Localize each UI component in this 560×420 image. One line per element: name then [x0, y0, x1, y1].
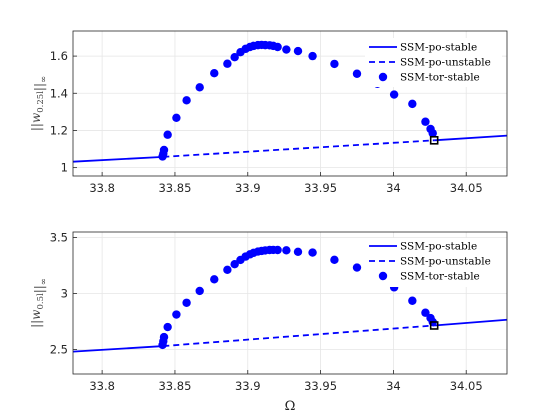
bottom-y-tick-label: 3: [61, 286, 68, 300]
bottom-series-ssm-po-stable-line: [72, 345, 164, 353]
top-legend-label-tor-stable: SSM-tor-stable: [400, 72, 480, 84]
top-x-tick-label: 33.95: [304, 181, 337, 195]
bottom-chart-panel: 33.8 33.85 33.9 33.95 34 34.05 2.5 3 3.5 ||w0.5l…: [29, 231, 508, 414]
top-series-ssm-tor-stable-point: [308, 51, 317, 61]
bottom-series-ssm-tor-stable-point: [330, 255, 339, 265]
bottom-series-ssm-tor-stable-point: [159, 332, 169, 342]
top-bifurcation-marker: [429, 136, 439, 145]
top-legend-label-po-stable: SSM-po-stable: [400, 42, 477, 54]
top-y-tick-label: 1.4: [50, 86, 68, 100]
bottom-legend-label-tor-stable: SSM-tor-stable: [400, 271, 480, 283]
top-chart-panel: 33.8 33.85 33.9 33.95 34 34.05 1 1.2 1.4 1.6 ||w0…: [29, 30, 508, 195]
bottom-series-layer: [72, 245, 508, 353]
top-legend-label-po-unstable: SSM-po-unstable: [400, 57, 491, 69]
bottom-legend-swatch-tor-stable: [378, 271, 388, 281]
bottom-y-tick-label: 3.5: [50, 231, 68, 245]
bottom-series-ssm-tor-stable-point: [230, 260, 239, 269]
bottom-series-ssm-tor-stable-point: [408, 296, 417, 305]
top-series-ssm-tor-stable-point: [293, 46, 303, 56]
top-plot-frame: [72, 30, 508, 177]
bottom-series-ssm-tor-stable-point: [293, 247, 303, 256]
bottom-series-ssm-tor-stable-point: [282, 246, 291, 255]
bottom-x-tick-label: 34.05: [450, 379, 483, 393]
top-series-ssm-tor-stable-point: [163, 130, 172, 139]
top-series-ssm-tor-stable-point: [352, 69, 362, 78]
bottom-bifurcation-marker: [429, 321, 439, 330]
bottom-legend: SSM-po-stable SSM-po-unstable SSM-tor-st…: [365, 238, 502, 287]
top-series-ssm-tor-stable-point: [195, 83, 204, 92]
bottom-series-ssm-po-stable-line: [434, 318, 508, 327]
bottom-series-ssm-tor-stable-point: [195, 286, 204, 296]
bottom-y-axis-label: ||w0.5l||∞: [29, 278, 49, 328]
top-series-ssm-po-stable-line: [434, 134, 508, 142]
bottom-series-ssm-tor-stable-point: [182, 298, 191, 307]
top-x-tick-label: 34.05: [450, 181, 483, 195]
top-series-ssm-tor-stable-point: [428, 129, 437, 138]
bottom-tick-labels: 33.8 33.85 33.9 33.95 34 34.05 2.5 3 3.5: [50, 231, 483, 393]
bottom-plot-frame: [72, 231, 508, 375]
bottom-series-ssm-tor-stable-point: [223, 265, 232, 274]
top-y-tick-label: 1: [61, 161, 68, 175]
bottom-x-tick-label: 33.85: [158, 379, 191, 393]
top-x-tick-label: 33.8: [89, 181, 115, 195]
top-x-tick-label: 34: [386, 181, 401, 195]
top-series-ssm-po-stable-line: [72, 155, 164, 163]
top-series-ssm-tor-stable-point: [172, 113, 181, 123]
top-series-ssm-tor-stable-point: [273, 42, 282, 52]
bottom-x-tick-label: 34: [386, 379, 401, 393]
top-x-tick-label: 33.85: [158, 181, 191, 195]
x-axis-label: Ω: [285, 399, 296, 414]
top-legend-swatch-tor-stable: [378, 72, 388, 82]
top-series-ssm-tor-stable-point: [330, 59, 339, 69]
bottom-legend-label-po-stable: SSM-po-stable: [400, 241, 477, 253]
top-series-ssm-tor-stable-point: [210, 69, 219, 78]
bottom-y-tick-label: 2.5: [50, 342, 68, 356]
bottom-series-ssm-tor-stable-point: [172, 310, 181, 319]
bottom-series-ssm-tor-stable-point: [421, 308, 430, 317]
bottom-x-tick-label: 33.8: [89, 379, 115, 393]
bottom-series-ssm-tor-stable-point: [308, 248, 317, 257]
top-legend: SSM-po-stable SSM-po-unstable SSM-tor-st…: [365, 38, 502, 87]
top-y-tick-label: 1.6: [50, 49, 68, 63]
top-series-ssm-tor-stable-point: [421, 117, 430, 126]
top-series-ssm-po-unstable-line: [163, 139, 435, 158]
bottom-x-tick-label: 33.9: [235, 379, 261, 393]
bottom-x-tick-label: 33.95: [304, 379, 337, 393]
top-series-ssm-tor-stable-point: [223, 59, 232, 68]
top-series-ssm-tor-stable-point: [182, 96, 191, 105]
top-x-tick-label: 33.9: [235, 181, 261, 195]
bottom-series-ssm-tor-stable-point: [273, 245, 282, 255]
top-series-ssm-tor-stable-point: [408, 99, 417, 109]
top-series-ssm-tor-stable-point: [282, 45, 291, 54]
top-series-layer: [72, 40, 508, 163]
bottom-series-ssm-po-unstable-line: [163, 324, 435, 347]
top-tick-labels: 33.8 33.85 33.9 33.95 34 34.05 1 1.2 1.4 1.6: [50, 49, 483, 195]
bottom-series-ssm-tor-stable-point: [352, 263, 362, 272]
top-y-tick-label: 1.2: [50, 123, 68, 137]
bottom-series-ssm-tor-stable-point: [163, 322, 172, 332]
top-series-ssm-tor-stable-point: [230, 53, 239, 62]
bottom-series-ssm-tor-stable-point: [210, 275, 219, 284]
top-series-ssm-tor-stable-point: [389, 90, 399, 99]
top-series-ssm-tor-stable-point: [159, 145, 169, 155]
bottom-legend-label-po-unstable: SSM-po-unstable: [400, 256, 491, 268]
top-y-axis-label: ||w0.25l||∞: [29, 76, 49, 131]
